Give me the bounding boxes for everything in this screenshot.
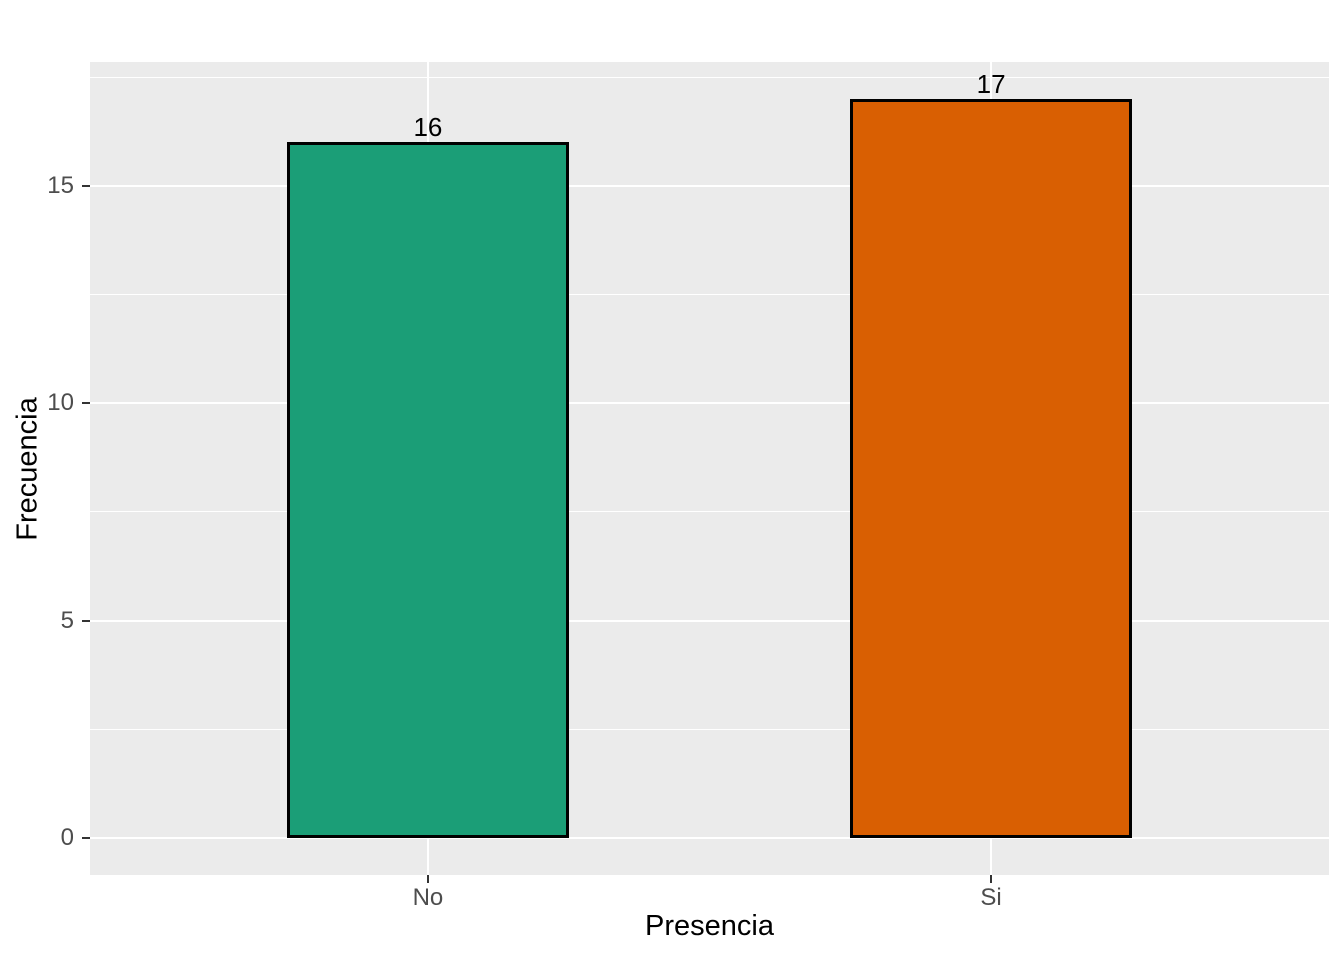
y-tick-label: 0 [60,824,74,852]
x-tick-mark [426,875,429,883]
y-axis-title: Frecuencia [11,396,44,541]
y-tick-mark [82,837,90,840]
minor-gridline [90,728,1329,730]
bar-si [850,98,1132,839]
y-tick-label: 5 [60,606,74,634]
major-gridline [90,402,1329,405]
x-tick-label: No [412,884,444,911]
major-gridline [90,184,1329,187]
y-tick-mark [82,402,90,405]
minor-gridline [90,294,1329,296]
minor-gridline [90,76,1329,78]
y-tick-label: 10 [47,389,74,417]
y-tick-label: 15 [47,171,74,199]
minor-gridline [90,511,1329,513]
x-tick-label: Si [980,884,1002,911]
x-tick-mark [990,875,993,883]
y-tick-mark [82,184,90,187]
plot-panel: 16 17 [90,62,1329,875]
bar-value-label: 16 [413,112,443,143]
major-gridline [90,619,1329,622]
major-gridline [90,837,1329,840]
bar-value-label: 17 [976,68,1006,99]
bar-no [287,142,569,839]
y-tick-mark [82,619,90,622]
x-axis-title: Presencia [645,910,774,942]
